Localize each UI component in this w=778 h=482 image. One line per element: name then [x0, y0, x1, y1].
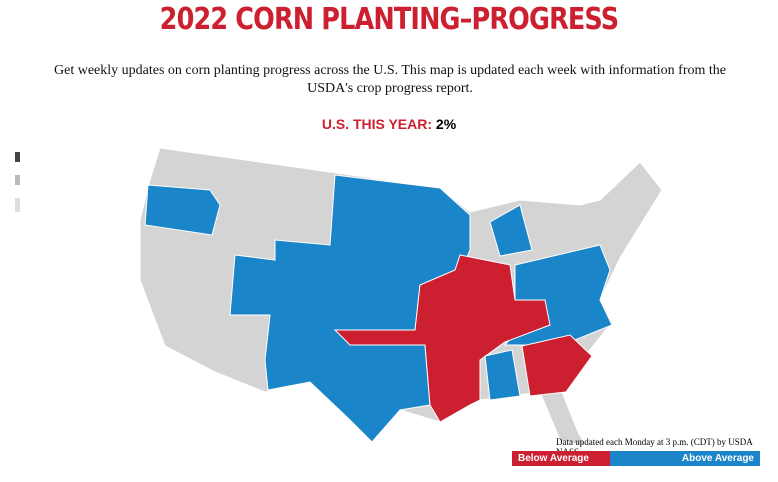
subtitle: Get weekly updates on corn planting prog… [54, 63, 726, 96]
stat-label: U.S. THIS YEAR: [321, 116, 433, 132]
stat-value: 2% [435, 116, 457, 132]
below-region [521, 334, 593, 397]
above-region [489, 204, 533, 257]
title: 2022 CORN PLANTING–PROGRESS [159, 2, 619, 37]
icon [15, 152, 20, 162]
icon [15, 175, 20, 185]
above-region [144, 184, 221, 236]
legend-above: Above Average [610, 451, 760, 466]
below-region [333, 254, 551, 423]
above-region [484, 349, 521, 401]
stat: U.S. THIS YEAR: 2% [0, 116, 778, 132]
legend-below: Below Average [512, 451, 610, 466]
icon [15, 198, 20, 212]
